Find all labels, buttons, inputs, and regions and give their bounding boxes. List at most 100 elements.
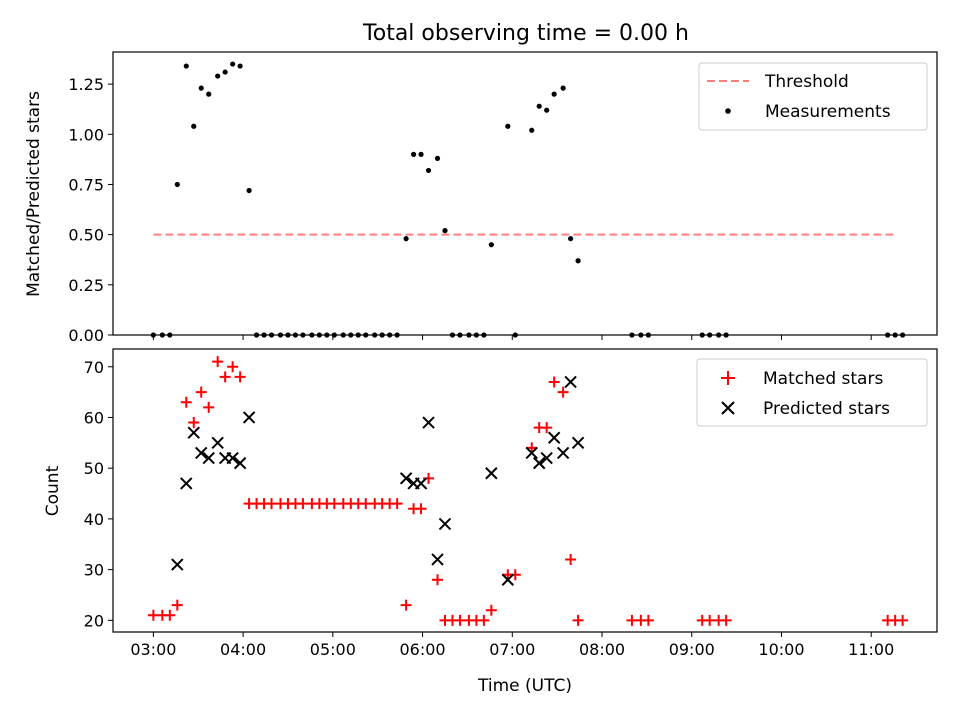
bottom-plot: 20 30 40 50 60 70 03:00 04:00 05:00 06:00 07:00 08… <box>43 348 938 696</box>
predicted-point <box>202 451 215 465</box>
bottom-plot-marks <box>147 356 909 626</box>
measurements-legend-swatch <box>725 108 731 114</box>
matched-point <box>548 376 560 388</box>
matched-point <box>400 599 412 611</box>
top-y-axis: 0.00 0.25 0.50 0.75 1.00 1.25 <box>68 75 113 345</box>
x-axis-label: Time (UTC) <box>477 676 572 696</box>
x-tick-label: 09:00 <box>669 640 715 659</box>
predicted-point <box>195 446 208 460</box>
predicted-point <box>540 451 553 465</box>
matched-point <box>188 417 200 429</box>
measurement-point <box>174 181 180 188</box>
y-tick-label: 0.25 <box>68 276 104 295</box>
measurement-point <box>222 69 228 75</box>
matched-point <box>234 371 246 383</box>
measurement-point <box>403 236 409 242</box>
matched-point <box>572 614 584 626</box>
predicted-point <box>180 477 193 490</box>
measurement-point <box>575 258 581 264</box>
y-tick-label: 0.50 <box>68 226 104 245</box>
matched-point <box>478 614 490 626</box>
y-tick-label: 40 <box>84 510 104 529</box>
predicted-point <box>564 375 577 389</box>
top-plot-marks <box>150 61 906 338</box>
x-tick-label: 08:00 <box>579 640 625 659</box>
matched-point <box>557 386 569 398</box>
matched-point <box>565 553 577 565</box>
y-tick-label: 50 <box>84 459 104 478</box>
x-tick-label: 10:00 <box>758 640 804 659</box>
x-tick-label: 07:00 <box>489 640 535 659</box>
predicted-point <box>422 416 435 429</box>
matched-point <box>432 574 444 586</box>
y-tick-label: 70 <box>84 358 104 377</box>
measurement-point <box>529 127 535 133</box>
matched-point <box>212 356 224 368</box>
predicted-point <box>171 558 184 571</box>
matched-point <box>485 604 497 616</box>
x-tick-label: 03:00 <box>130 640 176 659</box>
predicted-point <box>485 467 498 480</box>
measurement-point <box>246 187 252 194</box>
top-y-axis-label: Matched/Predicted stars <box>24 91 44 297</box>
bottom-x-axis: 03:00 04:00 05:00 06:00 07:00 08:00 09:00 10:00… <box>130 632 894 659</box>
predicted-point <box>242 411 256 424</box>
matched-point <box>171 599 183 611</box>
matched-point <box>415 503 427 515</box>
matched-legend-marker <box>721 371 735 385</box>
measurement-point <box>434 155 441 161</box>
y-tick-label: 30 <box>84 561 104 580</box>
measurement-point <box>551 91 557 97</box>
figure-title: Total observing time = 0.00 h <box>362 21 689 46</box>
y-tick-label: 1.25 <box>68 75 104 94</box>
predicted-point <box>187 426 200 439</box>
predicted-point <box>532 456 546 470</box>
predicted-point <box>233 456 247 470</box>
matched-point <box>423 472 435 484</box>
predicted-point <box>438 517 452 531</box>
top-legend: Threshold Measurements <box>698 62 928 131</box>
predicted-legend-label: Predicted stars <box>763 399 890 419</box>
bottom-y-axis: 20 30 40 50 60 70 <box>84 358 113 630</box>
predicted-legend-marker <box>721 401 735 415</box>
measurement-point <box>544 107 550 113</box>
y-tick-label: 0.75 <box>68 175 104 194</box>
matched-point <box>195 386 207 398</box>
measurement-point <box>442 228 448 234</box>
top-plot-frame <box>112 51 938 336</box>
predicted-point <box>431 553 444 566</box>
measurement-point <box>425 167 432 174</box>
measurement-point <box>191 123 197 129</box>
threshold-legend-label: Threshold <box>764 72 849 92</box>
matched-legend-swatch <box>721 371 735 385</box>
matched-point <box>203 401 215 413</box>
measurements-legend-label: Measurements <box>765 102 891 122</box>
measurement-point <box>198 85 204 91</box>
matched-point <box>897 614 909 626</box>
predicted-point <box>556 446 570 460</box>
measurement-point <box>488 242 494 248</box>
bottom-plot-frame <box>112 348 938 633</box>
predicted-point <box>571 436 585 450</box>
matched-point <box>164 609 176 621</box>
x-tick-label: 11:00 <box>848 640 894 659</box>
measurement-point <box>560 85 566 91</box>
measurement-point <box>237 63 243 69</box>
predicted-point <box>399 472 413 485</box>
predicted-point <box>414 477 428 490</box>
top-plot: 0.00 0.25 0.50 0.75 1.00 1.25 Matched/Predict… <box>24 51 938 345</box>
matched-legend-label: Matched stars <box>763 369 883 389</box>
matched-point <box>227 361 239 373</box>
measurement-point <box>410 151 417 157</box>
matched-point <box>180 396 192 408</box>
predicted-point <box>525 446 538 460</box>
x-tick-label: 06:00 <box>400 640 446 659</box>
matched-point <box>509 569 521 581</box>
predicted-point <box>547 431 561 444</box>
measurement-point <box>206 91 212 97</box>
y-tick-label: 0.00 <box>68 326 104 345</box>
predicted-point <box>226 451 239 465</box>
y-tick-label: 1.00 <box>68 125 104 144</box>
x-tick-label: 05:00 <box>310 640 356 659</box>
y-tick-label: 60 <box>84 408 104 427</box>
